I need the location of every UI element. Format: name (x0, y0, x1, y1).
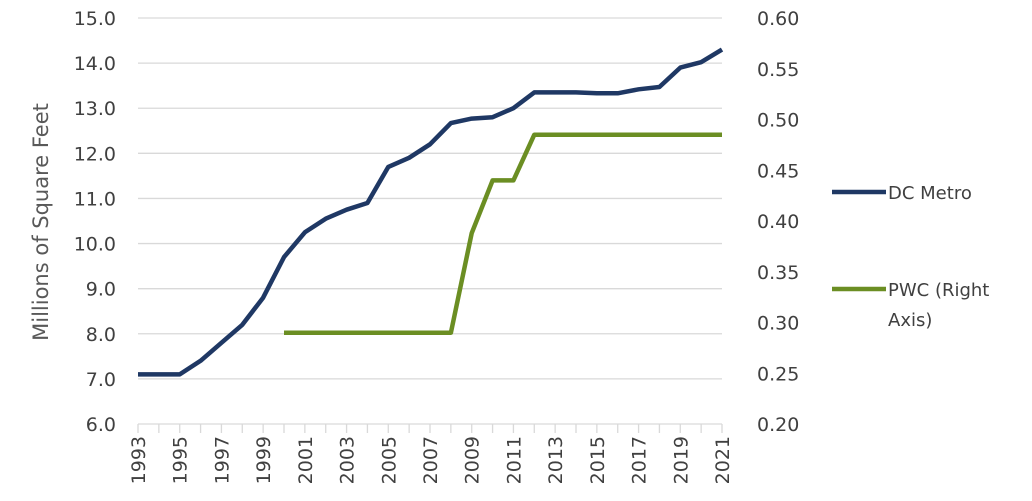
x-tick-label: 2011 (503, 436, 525, 484)
x-tick-label: 2001 (295, 436, 317, 484)
x-tick-label: 2007 (420, 436, 442, 484)
y2-tick-label: 0.35 (757, 262, 799, 284)
series-lines (138, 47, 724, 377)
y-tick-label: 6.0 (86, 414, 116, 436)
y-tick-label: 10.0 (74, 234, 116, 256)
x-tick-label: 2019 (670, 436, 692, 484)
y2-tick-label: 0.20 (757, 414, 799, 436)
series-line-0 (138, 47, 724, 377)
y-tick-label: 14.0 (74, 53, 116, 75)
y2-tick-label: 0.40 (757, 211, 799, 233)
y2-tick-label: 0.60 (757, 8, 799, 30)
legend-label: PWC (Right (888, 280, 989, 301)
legend-label: DC Metro (888, 183, 972, 204)
y-axis-right: 0.20 0.25 0.30 0.35 0.40 0.45 0.50 0.55 0.60 (757, 8, 799, 436)
y-tick-label: 15.0 (74, 8, 116, 30)
y-tick-label: 9.0 (86, 279, 116, 301)
legend: DC Metro PWC (Right Axis) (832, 183, 989, 331)
series-line-1 (284, 132, 722, 335)
x-tick-label: 2015 (587, 436, 609, 484)
y2-tick-label: 0.30 (757, 313, 799, 335)
x-tick-label: 1999 (253, 436, 275, 484)
y-tick-label: 8.0 (86, 324, 116, 346)
x-tick-label: 2017 (629, 436, 651, 484)
x-tick-label: 2003 (337, 436, 359, 484)
y-tick-label: 11.0 (74, 188, 116, 210)
y-tick-label: 13.0 (74, 98, 116, 120)
legend-label: Axis) (888, 310, 932, 331)
x-tick-label: 1993 (128, 436, 150, 484)
y-axis-left: 6.0 7.0 8.0 9.0 10.0 11.0 12.0 13.0 14.0 15.0 (74, 8, 116, 436)
x-tick-label: 1997 (211, 436, 233, 484)
x-axis: 1993 1995 1997 1999 2001 2003 2005 2007 2009 2011… (128, 424, 734, 484)
y2-tick-label: 0.50 (757, 110, 799, 132)
y2-tick-label: 0.25 (757, 363, 799, 385)
x-tick-label: 2021 (712, 436, 734, 484)
x-tick-label: 2013 (545, 436, 567, 484)
y2-tick-label: 0.45 (757, 160, 799, 182)
y-axis-title: Millions of Square Feet (29, 103, 53, 341)
x-tick-label: 2009 (462, 436, 484, 484)
y2-tick-label: 0.55 (757, 59, 799, 81)
x-tick-label: 2005 (378, 436, 400, 484)
gridlines (138, 17, 722, 425)
y-tick-label: 7.0 (86, 369, 116, 391)
x-tick-label: 1995 (170, 436, 192, 484)
y-tick-label: 12.0 (74, 143, 116, 165)
